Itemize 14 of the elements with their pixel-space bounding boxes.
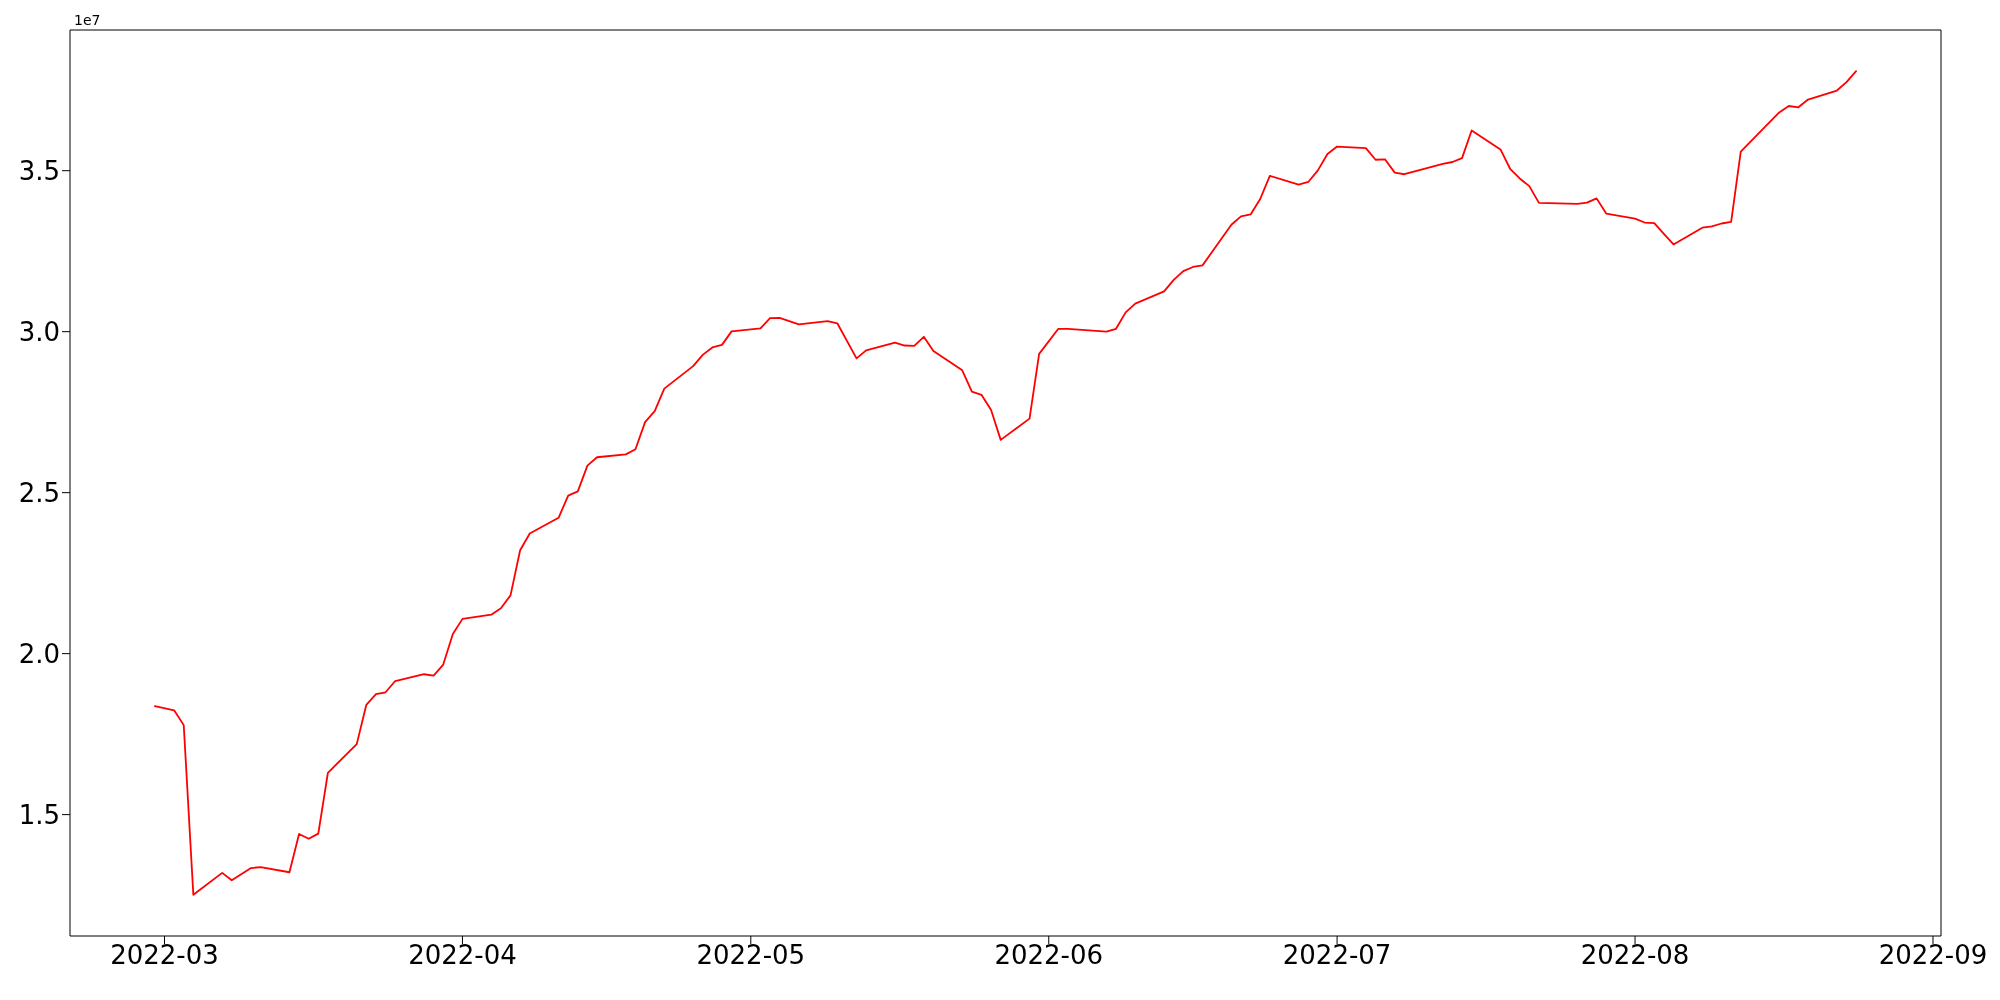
y-tick-label: 2.0 xyxy=(18,638,60,669)
x-tick-label: 2022-09 xyxy=(1878,940,1988,971)
x-tick-label: 2022-05 xyxy=(696,940,806,971)
x-tick-label: 2022-06 xyxy=(994,940,1104,971)
x-tick-label: 2022-08 xyxy=(1580,940,1690,971)
x-tick-label: 2022-03 xyxy=(110,940,219,971)
y-tick-label: 3.0 xyxy=(18,316,60,347)
text: 1e7 xyxy=(74,12,101,28)
y-tick-label: 3.5 xyxy=(18,155,60,186)
y-tick-label: 1.5 xyxy=(18,799,60,830)
x-tick-label: 2022-04 xyxy=(408,940,517,971)
y-tick-label: 2.5 xyxy=(18,477,60,508)
x-tick-label: 2022-07 xyxy=(1282,940,1392,971)
line-series xyxy=(154,70,1857,896)
